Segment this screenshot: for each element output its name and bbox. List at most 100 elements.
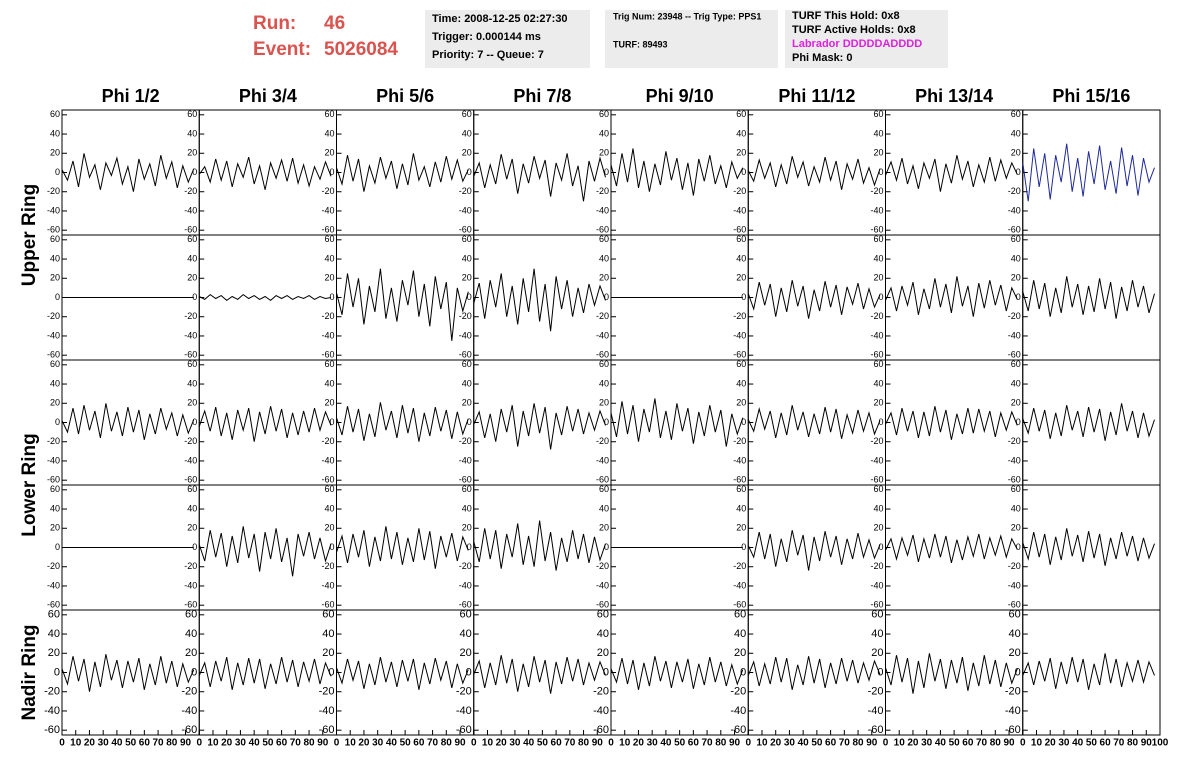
x-tick-label: 20	[770, 738, 782, 749]
y-tick-label: 60	[599, 484, 609, 494]
y-tick-label: -40	[596, 455, 609, 465]
event-label: Event:	[253, 39, 311, 60]
y-tick-label: -40	[47, 330, 60, 340]
x-tick-label: 80	[715, 738, 727, 749]
y-tick-label: -60	[44, 724, 60, 736]
y-tick-label: 0	[741, 292, 746, 302]
panel-frame	[747, 234, 886, 361]
y-tick-label: 20	[871, 647, 883, 659]
y-tick-label: -20	[321, 436, 334, 446]
x-tick-label: 80	[1127, 738, 1139, 749]
y-tick-label: -60	[1008, 475, 1021, 485]
x-tick-label: 20	[358, 738, 370, 749]
info-text: Trig Num: 23948 -- Trig Type: PPS1	[613, 11, 761, 21]
y-tick-label: -40	[47, 580, 60, 590]
y-tick-label: -40	[1005, 705, 1021, 717]
waveform	[610, 398, 744, 447]
y-tick-label: 0	[604, 542, 609, 552]
y-tick-label: -60	[596, 600, 609, 610]
x-tick-label: 70	[839, 738, 851, 749]
waveform	[1022, 276, 1155, 319]
y-tick-label: 60	[597, 609, 609, 621]
y-tick-label: -20	[321, 311, 334, 321]
y-tick-label: -20	[321, 561, 334, 571]
y-tick-label: -40	[870, 580, 883, 590]
y-tick-label: 0	[741, 167, 746, 177]
panel-frame	[610, 359, 749, 486]
y-tick-label: 40	[1011, 503, 1021, 513]
y-tick-label: 20	[462, 523, 472, 533]
x-tick-label: 40	[935, 738, 947, 749]
y-tick-label: 20	[736, 523, 746, 533]
info-text: TURF: 89493	[613, 39, 668, 49]
y-tick-label: 20	[873, 148, 883, 158]
waveform	[1022, 528, 1155, 566]
y-tick-label: -60	[321, 600, 334, 610]
y-tick-label: 0	[329, 167, 334, 177]
y-tick-label: 60	[1011, 484, 1021, 494]
y-tick-label: 40	[873, 503, 883, 513]
y-tick-label: 60	[599, 109, 609, 119]
x-tick-label: 30	[98, 738, 110, 749]
x-tick-label: 70	[564, 738, 576, 749]
x-tick-label: 30	[235, 738, 247, 749]
y-tick-label: 60	[873, 109, 883, 119]
x-tick-label: 90	[1003, 738, 1015, 749]
panel-frame	[885, 484, 1024, 611]
x-tick-label: 0	[59, 738, 65, 749]
x-tick-label: 100	[1152, 738, 1169, 749]
y-tick-label: -60	[184, 225, 197, 235]
y-tick-label: 20	[50, 523, 60, 533]
y-tick-label: -60	[1005, 724, 1021, 736]
y-tick-label: -60	[321, 475, 334, 485]
x-tick-label: 30	[921, 738, 933, 749]
y-tick-label: -60	[459, 475, 472, 485]
column-label: Phi 11/12	[778, 86, 855, 106]
x-tick-label: 50	[811, 738, 823, 749]
waveform	[1022, 403, 1155, 441]
x-tick-label: 10	[345, 738, 357, 749]
y-tick-label: 20	[460, 647, 472, 659]
y-tick-label: -40	[47, 455, 60, 465]
y-tick-label: 20	[187, 148, 197, 158]
y-tick-label: -60	[733, 475, 746, 485]
x-tick-label: 0	[745, 738, 751, 749]
x-tick-label: 50	[949, 738, 961, 749]
y-tick-label: -60	[456, 724, 472, 736]
x-tick-label: 70	[702, 738, 714, 749]
y-tick-label: 20	[462, 273, 472, 283]
y-tick-label: -40	[459, 205, 472, 215]
x-tick-label: 70	[427, 738, 439, 749]
y-tick-label: -60	[319, 724, 335, 736]
y-tick-label: 40	[324, 128, 334, 138]
y-tick-label: -20	[319, 686, 335, 698]
waveform	[198, 156, 332, 190]
y-tick-label: -60	[47, 225, 60, 235]
y-tick-label: -60	[596, 475, 609, 485]
y-tick-label: -40	[870, 205, 883, 215]
waveform	[747, 156, 881, 190]
y-tick-label: -60	[184, 475, 197, 485]
panel-frame	[61, 109, 200, 236]
x-tick-label: 40	[1072, 738, 1084, 749]
y-tick-label: 60	[50, 109, 60, 119]
y-tick-label: 40	[599, 128, 609, 138]
panel-frame	[336, 359, 475, 486]
y-tick-label: 40	[871, 628, 883, 640]
y-tick-label: 40	[873, 378, 883, 388]
y-tick-label: 40	[462, 378, 472, 388]
y-tick-label: 60	[873, 234, 883, 244]
y-tick-label: 0	[603, 666, 609, 678]
y-tick-label: 40	[48, 628, 60, 640]
y-tick-label: 40	[873, 253, 883, 263]
y-tick-label: 0	[329, 292, 334, 302]
panel-frame	[473, 234, 612, 361]
y-tick-label: 60	[873, 359, 883, 369]
y-tick-label: -40	[733, 205, 746, 215]
x-tick-label: 40	[660, 738, 672, 749]
y-tick-label: -20	[459, 311, 472, 321]
y-tick-label: -60	[321, 350, 334, 360]
y-tick-label: 0	[1016, 417, 1021, 427]
waveform	[885, 653, 1018, 694]
y-tick-label: 40	[599, 378, 609, 388]
